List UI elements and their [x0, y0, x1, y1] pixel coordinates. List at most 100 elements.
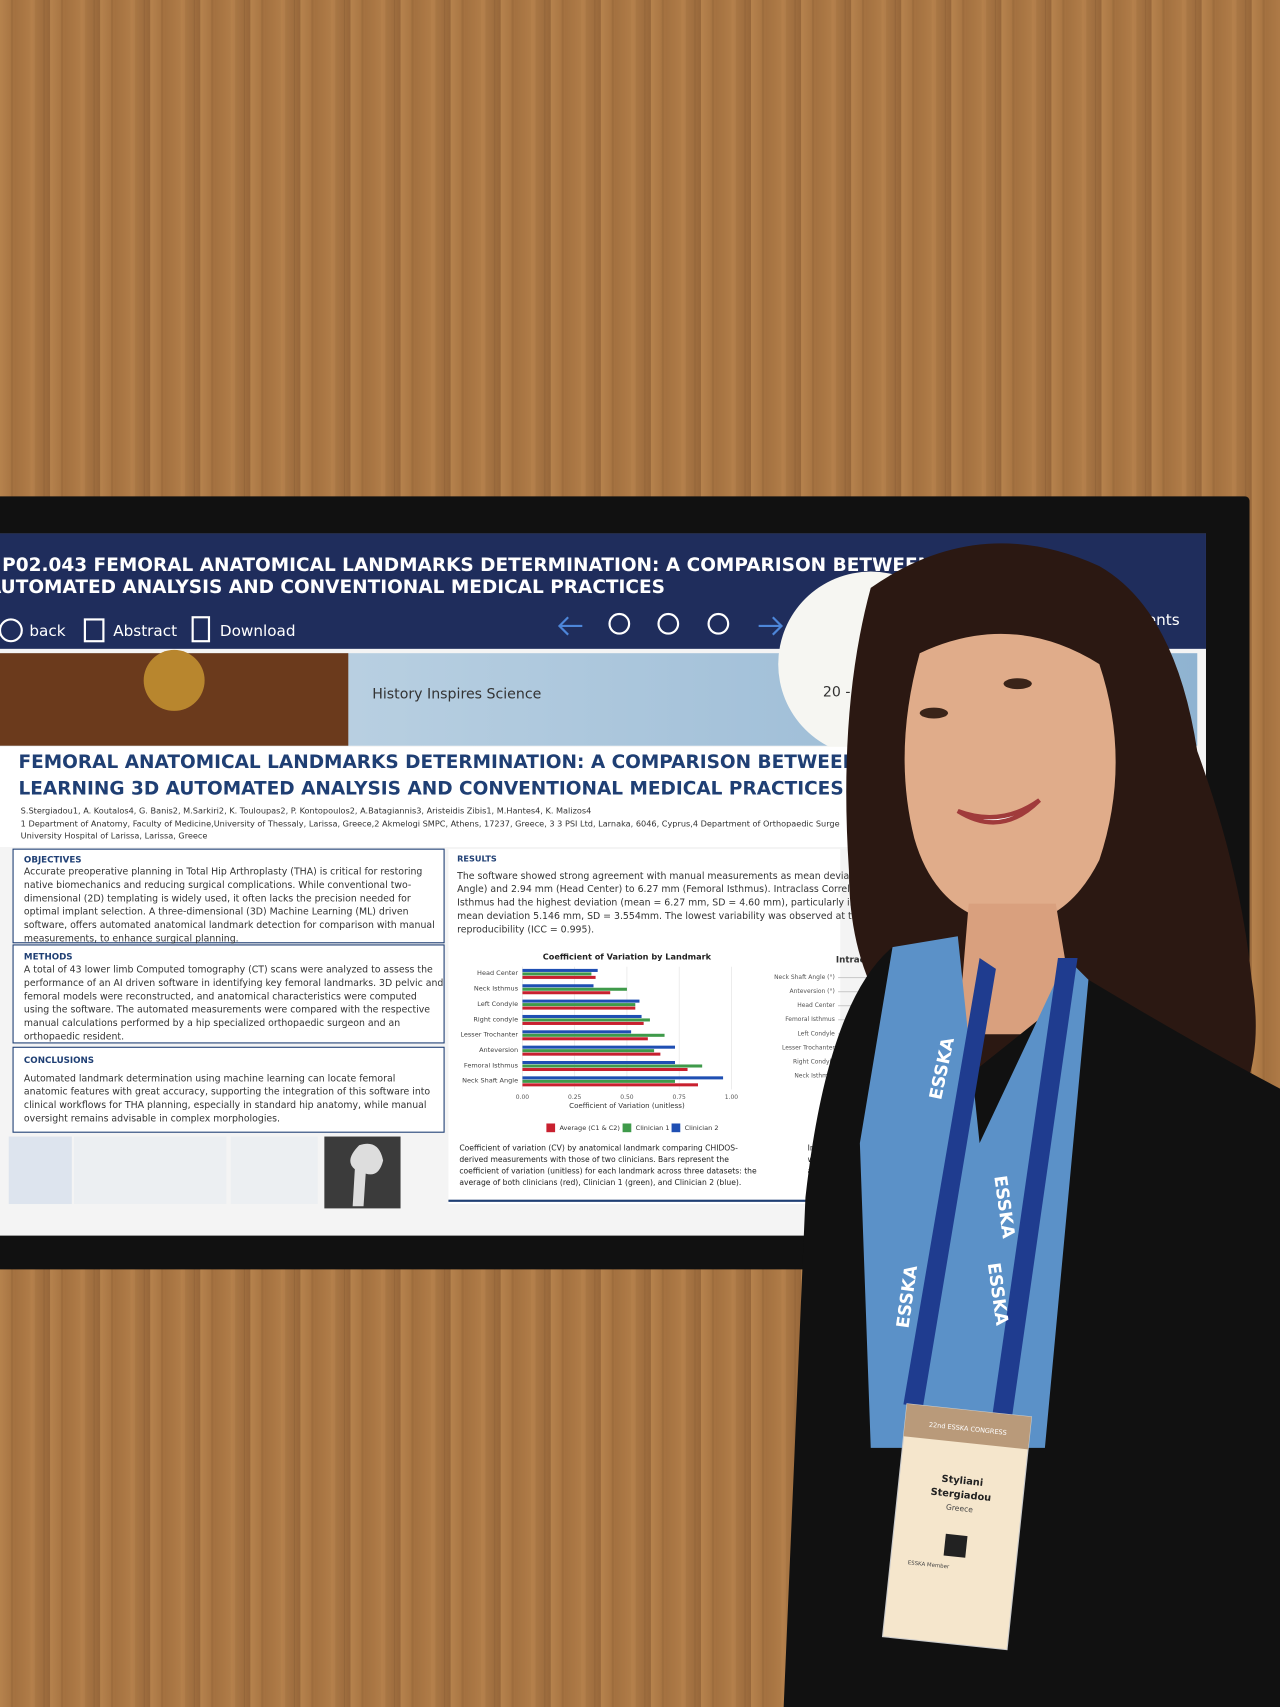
download-icon[interactable] [191, 616, 211, 643]
poster-title: FEMORAL ANATOMICAL LANDMARKS DETERMINATI… [19, 752, 859, 773]
smile [956, 798, 1041, 825]
badge-header [903, 1403, 1032, 1450]
abstract-button[interactable]: Abstract [113, 622, 177, 640]
bar [522, 1067, 688, 1072]
legend-swatch [671, 1123, 681, 1133]
section-text: Angle) and 2.94 mm (Head Center) to 6.27… [457, 884, 889, 895]
chart-title: Coefficient of Variation by Landmark [543, 951, 712, 961]
y-tick-label: Anteversion [479, 1046, 518, 1054]
bar [522, 1033, 665, 1037]
legend-swatch [622, 1123, 632, 1133]
x-tick-label: 0.00 [516, 1094, 529, 1101]
section-heading: RESULTS [457, 853, 497, 863]
legend-swatch [546, 1123, 556, 1133]
x-axis-label: Coefficient of Variation (unitless) [569, 1101, 685, 1110]
section-text: performance of an AI driven software in … [24, 978, 443, 989]
download-button[interactable]: Download [220, 622, 296, 640]
bar [522, 972, 592, 976]
icc-label: Left Condyle [797, 1030, 835, 1037]
prev-arrow[interactable] [557, 616, 583, 636]
x-tick-label: 0.50 [620, 1094, 633, 1101]
bar [522, 1030, 632, 1034]
bar [522, 1083, 698, 1087]
lanyard [903, 958, 996, 1407]
bar [522, 999, 640, 1003]
y-tick-label: Lesser Trochanter [460, 1031, 518, 1039]
authors: S.Stergiadou1, A. Koutalos4, G. Banis2, … [21, 806, 592, 816]
section-text: dimensional (2D) templating is widely us… [24, 893, 411, 904]
zoom-out[interactable] [608, 612, 631, 635]
y-tick-label: Neck Isthmus [474, 985, 519, 993]
femur [350, 1143, 384, 1207]
badge-country: Greece [946, 1503, 974, 1515]
section-text: Accurate preoperative planning in Total … [24, 867, 422, 878]
section-text: anatomic features with great accuracy, s… [24, 1087, 430, 1098]
y-tick-label: Neck Shaft Angle [462, 1077, 518, 1085]
clock [143, 649, 205, 711]
methods-box [12, 944, 445, 1044]
thumb [230, 1136, 318, 1205]
screen-title: AUTOMATED ANALYSIS AND CONVENTIONAL MEDI… [0, 577, 665, 598]
bar [522, 1064, 703, 1068]
section-text: oversight remains advisable in complex m… [24, 1114, 280, 1125]
section-text: software, offers automated anatomical la… [24, 920, 435, 931]
icc-label: Right Condyle [793, 1058, 835, 1065]
section-text: A total of 43 lower limb Computed tomogr… [24, 964, 433, 975]
eye [919, 707, 949, 719]
icc-label: Neck Shaft Angle (°) [774, 974, 835, 981]
badge-name: Styliani [941, 1474, 984, 1489]
lanyard [992, 958, 1078, 1416]
bar [522, 1076, 724, 1080]
thumb [74, 1136, 227, 1205]
section-heading: CONCLUSIONS [24, 1056, 94, 1066]
bar [522, 1079, 676, 1083]
icc-label: Neck Isthmus [794, 1072, 834, 1079]
conclusions-box [12, 1046, 445, 1133]
legend-label: Average (C1 & C2) [559, 1124, 620, 1132]
bar [522, 1003, 636, 1007]
section-text: using the software. The automated measur… [24, 1005, 430, 1016]
y-tick-label: Left Condyle [477, 1000, 518, 1008]
poster-title: LEARNING 3D AUTOMATED ANALYSIS AND CONVE… [19, 778, 844, 799]
rule [448, 1199, 826, 1202]
qr-code [943, 1533, 968, 1558]
x-tick-label: 1.00 [725, 1094, 738, 1101]
caption: average of both clinicians (red), Clinic… [459, 1178, 741, 1187]
bar [522, 984, 594, 988]
next-arrow[interactable] [758, 616, 784, 636]
section-text: The software showed strong agreement wit… [456, 871, 918, 882]
section-text: manual calculations performed by a hip s… [24, 1018, 400, 1029]
section-heading: OBJECTIVES [24, 856, 82, 866]
y-tick-label: Right condyle [473, 1015, 518, 1023]
section-text: native biomechanics and reducing surgica… [24, 880, 411, 891]
badge-role: ESSKA Member [907, 1560, 950, 1570]
shirt [859, 936, 1089, 1448]
caption: derived measurements with those of two c… [459, 1155, 729, 1164]
section-text: Automated landmark determination using m… [24, 1073, 395, 1084]
back-icon[interactable] [0, 618, 23, 643]
zoom-reset[interactable] [657, 612, 680, 635]
bar [522, 968, 598, 972]
section-text: orthopaedic resident. [24, 1031, 124, 1042]
legend-label: Clinician 2 [685, 1124, 719, 1132]
bar [522, 1018, 650, 1022]
bar [522, 987, 627, 991]
bar [522, 1014, 642, 1018]
back-button[interactable]: back [29, 622, 65, 640]
section-text: measurements, to enhance surgical planni… [24, 933, 239, 944]
icc-label: Head Center [797, 1002, 835, 1009]
y-tick-label: Femoral Isthmus [464, 1061, 519, 1069]
objectives-box [12, 848, 445, 944]
section-text: femoral models were reconstructed, and a… [24, 991, 417, 1002]
eye [1003, 678, 1032, 690]
bar [522, 1049, 655, 1053]
bar [522, 1052, 661, 1056]
abstract-icon[interactable] [83, 618, 105, 643]
section-text: optimal implant selection. A three-dimen… [24, 907, 409, 918]
bar [522, 975, 596, 979]
bar [522, 1060, 676, 1065]
bar [522, 1037, 648, 1041]
zoom-in[interactable] [707, 612, 730, 635]
